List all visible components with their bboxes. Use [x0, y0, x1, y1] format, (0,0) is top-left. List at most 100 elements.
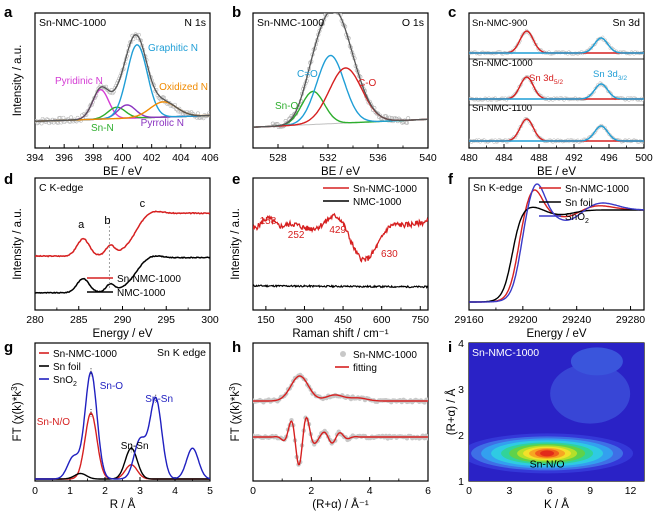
annotation-sn-n-o: Sn-N/O: [37, 417, 71, 428]
x-tick-label: 450: [334, 314, 352, 326]
plot-area: [253, 6, 428, 129]
panel-f-sn-kedge-xanes: 29160 29200 29240 29280 Energy / eV Sn K-edge…: [454, 177, 645, 340]
x-tick-label: 0: [250, 485, 256, 497]
x-tick-label: 290: [114, 314, 132, 326]
x-tick-label: 3: [506, 485, 512, 497]
edge-label: Sn K-edge: [473, 182, 523, 194]
y-axis-label: FT (χ(k)*k3): [10, 382, 24, 441]
legend-label: SnO2: [53, 375, 77, 388]
x-tick-label: 280: [26, 314, 44, 326]
raw-data-point: [56, 121, 60, 125]
series-label: Sn-NMC-900: [472, 18, 527, 29]
heatmap-lobe: [570, 347, 623, 376]
x-tick-label: 29240: [562, 314, 591, 326]
edge-label: Sn K edge: [157, 347, 206, 359]
plot-area: [469, 343, 644, 481]
raw-data-point: [98, 82, 103, 87]
panel-letter-g: g: [4, 339, 13, 356]
series-line-nmc-1000: [35, 255, 210, 294]
annotation-sn-sn-sno2: Sn-Sn: [145, 394, 173, 405]
panel-letter-e: e: [232, 171, 240, 188]
y-tick-label: 3: [458, 384, 464, 396]
x-tick-label: 404: [172, 152, 190, 164]
axes-frame: [252, 342, 429, 482]
peak-value-label: 429: [329, 225, 346, 236]
x-tick-label: 480: [460, 152, 478, 164]
sample-label: Sn-NMC-1000: [472, 347, 539, 359]
x-tick-label: 600: [373, 314, 391, 326]
x-tick-label: 532: [319, 152, 337, 164]
plot-area: [35, 368, 210, 480]
x-tick-label: 0: [466, 485, 472, 497]
x-tick-label: 3: [137, 485, 143, 497]
panel-d-c-kedge: 280 285 290 295 300 Energy / eV Intensity / a.…: [12, 177, 219, 340]
x-tick-label: 2: [308, 485, 314, 497]
raw-data-point: [404, 120, 409, 125]
x-axis-label: BE / eV: [103, 166, 142, 178]
annotation-sn-o: Sn-O: [100, 381, 124, 392]
y-axis-label: Intensity / a.u.: [12, 45, 24, 117]
plot-area: [253, 372, 428, 467]
sn3d32-peak: [469, 37, 644, 54]
x-tick-label: 4: [367, 485, 373, 497]
peak-label-c-o: C-O: [358, 78, 377, 89]
peak-label-oxidized-n: Oxidized N: [159, 82, 208, 93]
x-tick-label: 396: [55, 152, 73, 164]
panel-h-exafs-fitting: 0 2 4 6 (R+α) / Å⁻¹ FT (χ(k)*k3) Sn-NMC-1000 fi…: [228, 342, 431, 511]
x-tick-label: 300: [296, 314, 314, 326]
legend-label: Sn-NMC-1000: [117, 274, 181, 285]
x-tick-label: 492: [565, 152, 583, 164]
annotation-sn-sn-foil: Sn-Sn: [121, 441, 149, 452]
x-tick-label: 500: [635, 152, 653, 164]
raw-data-point: [375, 111, 380, 116]
panel-letter-b: b: [232, 4, 241, 21]
panel-g-ft-exafs: 0 1 2 3 4 5R / ÅFT (χ(k)*k3)Sn K edgeSn-NMC-1…: [10, 342, 213, 511]
series-line: [35, 447, 210, 480]
series-line: [35, 371, 210, 480]
raw-data-point: [332, 8, 335, 11]
legend-label: Sn-NMC-1000: [565, 184, 629, 195]
legend-label-base: SnO: [565, 212, 585, 223]
edge-label: C K-edge: [39, 182, 84, 194]
x-tick-label: 12: [625, 485, 637, 497]
x-axis-label: Raman shift / cm⁻¹: [292, 328, 388, 340]
series-line: [469, 189, 644, 303]
panel-letter-f: f: [448, 171, 454, 188]
x-tick-label: 536: [369, 152, 387, 164]
panel-e-raman: 150 300 450 600 750 Raman shift / cm⁻¹ Intensi…: [230, 177, 430, 340]
legend-label: fitting: [353, 363, 377, 374]
panel-b-o1s-xps: 528 532 536 540 BE / eV Sn-NMC-1000 O 1s Sn-O C=…: [252, 6, 437, 178]
plot-area: [253, 212, 428, 289]
annotation-sn3d32: Sn 3d3/2: [593, 69, 627, 82]
x-tick-label: 29280: [616, 314, 645, 326]
fit-envelope: [253, 13, 428, 128]
raw-data-point: [329, 6, 332, 9]
raw-data-point: [39, 121, 44, 126]
y-tick-label: 2: [458, 430, 464, 442]
peak-label-c-double-o: C=O: [297, 69, 318, 80]
y-axis-label: FT (χ(k)*k3): [228, 382, 242, 441]
x-tick-label: 29200: [508, 314, 537, 326]
y-axis-label-sup: 3: [228, 386, 237, 391]
raw-data-point: [326, 9, 329, 12]
peak-value-label: 252: [288, 230, 305, 241]
x-tick-label: 1: [67, 485, 73, 497]
y-axis-label-base: FT (χ(k)*k: [12, 391, 24, 442]
x-axis-label: Energy / eV: [526, 328, 586, 340]
raw-data-point: [159, 96, 164, 100]
x-tick-label: 750: [412, 314, 430, 326]
x-tick-label: 300: [201, 314, 219, 326]
sn3d32-peak: [469, 83, 644, 100]
raw-data-point: [68, 120, 72, 124]
raw-data-point: [46, 118, 51, 122]
panel-a-n1s-xps: 394 396 398 400 402 404 406 BE / eV Intensity / …: [12, 12, 219, 178]
series-label: Sn-NMC-1100: [472, 103, 532, 114]
x-axis-label: K / Å: [544, 498, 569, 511]
legend-swatch-marker: [340, 351, 346, 357]
sn3d32-peak: [469, 125, 644, 142]
raw-data-point: [328, 8, 331, 11]
x-axis-label: Energy / eV: [92, 328, 152, 340]
annotation-sn3d32-base: Sn 3d: [593, 69, 618, 80]
peak-label-graphitic-n: Graphitic N: [148, 43, 198, 54]
